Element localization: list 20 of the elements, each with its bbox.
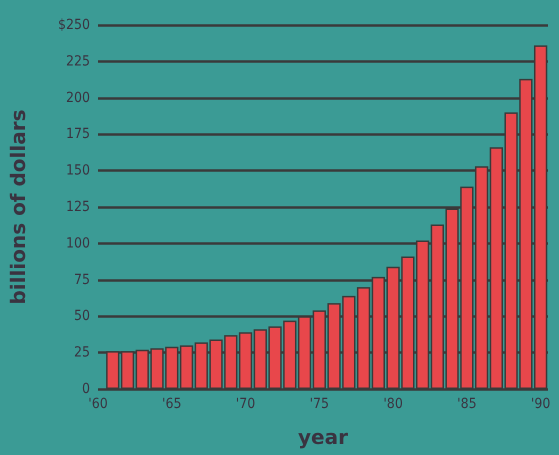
x-tick-label: '70 <box>236 396 256 412</box>
y-tick-label: 25 <box>74 344 90 361</box>
y-tick-label: 75 <box>74 272 90 288</box>
y-tick-label: 150 <box>66 162 90 179</box>
x-tick-label: '80 <box>383 396 403 412</box>
y-tick-label: $250 <box>58 17 90 33</box>
x-tick-label: '75 <box>310 396 330 412</box>
x-tick-label: '85 <box>457 396 477 412</box>
y-tick-label: 225 <box>66 53 90 70</box>
y-tick-label: 175 <box>66 126 90 142</box>
y-tick-label: 200 <box>66 90 90 106</box>
y-tick-label: 100 <box>66 235 90 252</box>
y-tick-label: 50 <box>74 308 90 324</box>
x-tick-label: '60 <box>88 396 108 412</box>
x-axis-title: year <box>298 425 348 449</box>
y-tick-label: 125 <box>66 199 90 215</box>
y-axis-title: billions of dollars <box>6 109 30 305</box>
x-tick-label: '65 <box>162 396 182 412</box>
y-tick-label: 0 <box>82 381 90 397</box>
x-tick-label: '90 <box>530 396 550 412</box>
